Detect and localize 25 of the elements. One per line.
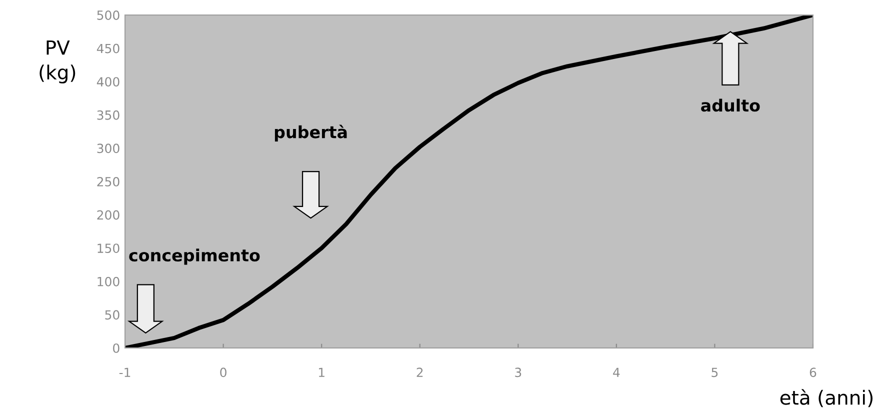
- x-tick-label: 1: [318, 368, 324, 377]
- line-series: [125, 15, 813, 348]
- annotation: concepimento: [129, 248, 260, 265]
- y-tick-label: 500: [97, 10, 120, 20]
- y-tick-label: 200: [97, 210, 120, 220]
- y-tick-label: 0: [113, 343, 120, 353]
- y-axis-title: PV (kg): [40, 40, 76, 84]
- y-tick-label: 250: [97, 176, 120, 186]
- y-tick-label: 350: [97, 110, 120, 120]
- y-tick-label: 100: [98, 276, 120, 286]
- annotation: adulto: [701, 98, 760, 112]
- y-tick-label: 50: [105, 310, 120, 320]
- x-tick-label: 2: [416, 368, 423, 377]
- annotation: pubertà: [274, 124, 347, 142]
- x-tick-label: 0: [220, 368, 226, 378]
- y-tick-label: 400: [96, 77, 120, 87]
- x-tick-label: 4: [613, 368, 620, 377]
- y-tick-label: 450: [96, 44, 120, 54]
- y-tick-label: 150: [98, 244, 120, 254]
- x-tick-label: 5: [712, 368, 718, 378]
- x-tick-label: 6: [810, 368, 816, 378]
- y-tick-label: 300: [97, 144, 120, 154]
- x-tick-label: -1: [119, 368, 130, 377]
- x-axis-title: età (anni): [780, 389, 872, 408]
- x-tick-label: 3: [515, 368, 522, 378]
